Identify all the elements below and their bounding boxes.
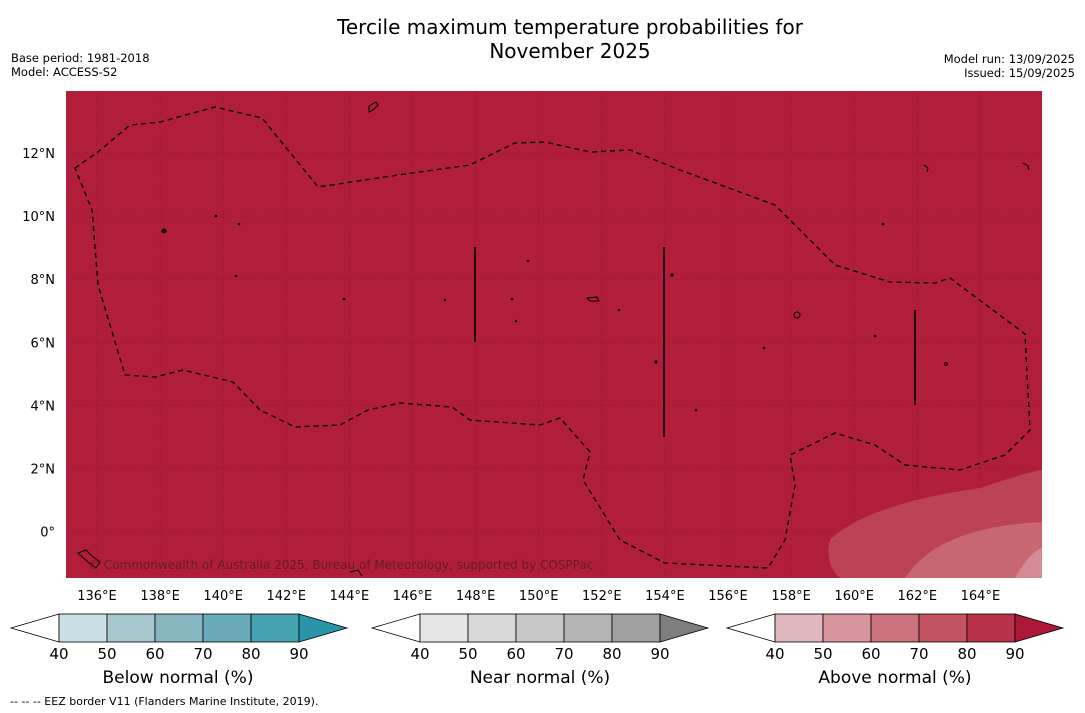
colorbar-extend-low (371, 613, 421, 643)
lat-label: 4°N (31, 399, 56, 414)
lon-label: 140°E (203, 589, 243, 604)
colorbar-tick: 40 (49, 645, 68, 662)
base-period: Base period: 1981-2018 (11, 51, 150, 65)
model-name: Model: ACCESS-S2 (11, 65, 118, 79)
colorbar-segment (870, 613, 920, 643)
colorbar-tick: 50 (97, 645, 116, 662)
lon-label: 164°E (961, 589, 1001, 604)
eez-border (74, 106, 1031, 569)
colorbar-extend-high (298, 613, 349, 643)
lon-label: 162°E (898, 589, 938, 604)
colorbar-tick: 50 (813, 645, 832, 662)
colorbar-tick: 70 (554, 645, 573, 662)
colorbar-below-normal: 40 50 60 70 80 90 (10, 613, 349, 662)
colorbar-segment (918, 613, 968, 643)
colorbar-segment (106, 613, 156, 643)
colorbar-tick: 40 (765, 645, 784, 662)
colorbar-segment (154, 613, 204, 643)
colorbar-tick: 50 (458, 645, 477, 662)
colorbar-near-normal: 40 50 60 70 80 90 (371, 613, 710, 662)
lon-label: 150°E (519, 589, 559, 604)
colorbar-tick: 60 (861, 645, 880, 662)
lon-label: 142°E (267, 589, 307, 604)
colorbar-tick: 80 (602, 645, 621, 662)
colorbar-segment (467, 613, 517, 643)
colorbar-tick: 60 (145, 645, 164, 662)
colorbar-segment (202, 613, 252, 643)
lat-label: 8°N (31, 273, 56, 288)
lon-label: 154°E (645, 589, 685, 604)
lon-label: 138°E (140, 589, 180, 604)
lat-label: 12°N (22, 147, 55, 162)
colorbar-tick: 80 (241, 645, 260, 662)
lon-label: 144°E (330, 589, 370, 604)
lat-label: 6°N (31, 336, 56, 351)
map-background (66, 91, 1042, 578)
lon-label: 160°E (834, 589, 874, 604)
colorbar-tick: 90 (289, 645, 308, 662)
title-line-2: November 2025 (489, 39, 651, 63)
colorbar-segment (611, 613, 661, 643)
issued-date: Issued: 15/09/2025 (964, 66, 1075, 80)
copyright-notice: © Commonwealth of Australia 2025, Bureau… (88, 558, 594, 572)
colorbar-extend-low (10, 613, 60, 643)
model-run: Model run: 13/09/2025 (943, 52, 1075, 66)
colorbar-tick: 70 (909, 645, 928, 662)
colorbar-extend-high (659, 613, 710, 643)
colorbar-segment (563, 613, 613, 643)
lon-label: 156°E (708, 589, 748, 604)
colorbar-above-normal-label: Above normal (%) (818, 668, 972, 688)
footnote: -- -- -- EEZ border V11 (Flanders Marine… (10, 695, 319, 708)
colorbar-segment (419, 613, 469, 643)
colorbar-tick: 80 (957, 645, 976, 662)
colorbar-extend-high (1014, 613, 1065, 643)
colorbar-tick: 90 (1005, 645, 1024, 662)
lat-label: 0° (40, 526, 55, 541)
colorbar-above-normal: 40 50 60 70 80 90 (726, 613, 1065, 662)
colorbar-tick: 90 (650, 645, 669, 662)
lon-label: 152°E (582, 589, 622, 604)
lat-label: 2°N (31, 463, 56, 478)
lon-label: 158°E (771, 589, 811, 604)
colorbar-extend-low (726, 613, 776, 643)
islands (77, 101, 1030, 577)
colorbar-segment (515, 613, 565, 643)
above-normal-70-patch (905, 522, 1042, 578)
colorbar-segment (58, 613, 108, 643)
colorbar-below-normal-label: Below normal (%) (102, 668, 254, 688)
colorbar-tick: 40 (410, 645, 429, 662)
colorbar-segment (774, 613, 824, 643)
colorbar-tick: 60 (506, 645, 525, 662)
colorbar-near-normal-label: Near normal (%) (469, 668, 611, 688)
lon-label: 148°E (456, 589, 496, 604)
lon-label: 136°E (77, 589, 117, 604)
colorbar-segment (822, 613, 872, 643)
title-line-1: Tercile maximum temperature probabilitie… (337, 15, 803, 39)
lon-label: 146°E (393, 589, 433, 604)
colorbar-tick: 70 (193, 645, 212, 662)
lat-label: 10°N (22, 210, 55, 225)
above-normal-60-patch (1015, 548, 1042, 578)
colorbar-segment (250, 613, 300, 643)
colorbar-segment (966, 613, 1016, 643)
